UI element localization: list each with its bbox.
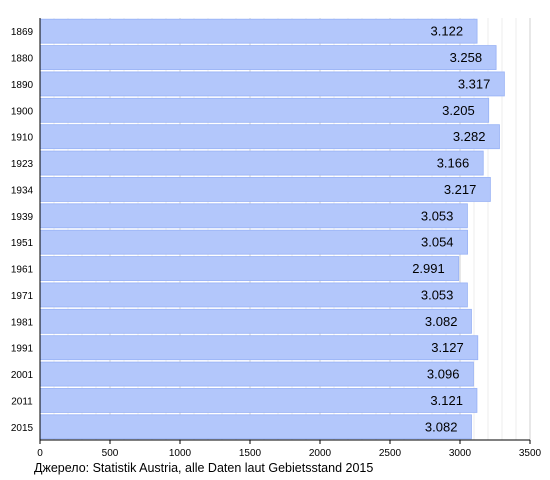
- bar-1939: [39, 203, 468, 229]
- data-label-1951: 3.054: [421, 235, 454, 250]
- bar-1981: [39, 308, 472, 334]
- bar-2011: [39, 388, 478, 413]
- y-tick-label-2001: 2001: [11, 370, 34, 381]
- y-tick-label-1951: 1951: [11, 238, 34, 249]
- x-tick-label-1000: 1000: [169, 448, 192, 459]
- y-tick-label-1991: 1991: [11, 344, 34, 355]
- y-tick-label-2015: 2015: [11, 423, 34, 434]
- x-tick-label-2500: 2500: [379, 448, 402, 459]
- x-tick-label-2000: 2000: [309, 448, 332, 459]
- y-tick-label-1939: 1939: [11, 212, 34, 223]
- x-tick-label-3500: 3500: [519, 448, 542, 459]
- data-label-1910: 3.282: [453, 129, 486, 144]
- bar-1934: [39, 177, 491, 202]
- data-label-1971: 3.053: [421, 287, 454, 302]
- bar-1951: [39, 229, 468, 255]
- bar-1971: [39, 282, 468, 308]
- y-tick-label-1971: 1971: [11, 291, 34, 302]
- x-tick-label-3000: 3000: [449, 448, 472, 459]
- data-label-1961: 2.991: [412, 261, 445, 276]
- bar-1991: [39, 335, 479, 361]
- bar-1961: [39, 256, 460, 281]
- data-label-1923: 3.166: [437, 156, 470, 171]
- source-note: Джерело: Statistik Austria, alle Daten l…: [34, 461, 374, 475]
- y-tick-label-1910: 1910: [11, 133, 34, 144]
- data-label-1934: 3.217: [444, 182, 477, 197]
- bar-1890: [39, 71, 505, 97]
- bar-2015: [39, 414, 472, 440]
- bar-1900: [39, 97, 490, 123]
- data-label-1880: 3.258: [450, 50, 483, 65]
- y-tick-label-1880: 1880: [11, 54, 34, 65]
- data-label-2001: 3.096: [427, 367, 460, 382]
- y-tick-label-1934: 1934: [11, 185, 34, 196]
- y-tick-label-1869: 1869: [11, 27, 34, 38]
- data-label-2011: 3.121: [430, 393, 463, 408]
- data-label-1991: 3.127: [431, 340, 464, 355]
- data-label-1869: 3.122: [431, 24, 464, 39]
- y-tick-label-1890: 1890: [11, 80, 34, 91]
- data-label-1890: 3.317: [458, 76, 491, 91]
- x-tick-label-0: 0: [37, 448, 43, 459]
- bar-2001: [39, 361, 474, 387]
- y-tick-label-1961: 1961: [11, 265, 34, 276]
- data-label-2015: 3.082: [425, 419, 458, 434]
- x-tick-label-500: 500: [102, 448, 119, 459]
- bar-1910: [39, 124, 500, 150]
- y-tick-label-2011: 2011: [11, 396, 33, 407]
- y-tick-label-1923: 1923: [11, 159, 34, 170]
- x-tick-label-1500: 1500: [239, 448, 262, 459]
- bar-1923: [39, 150, 484, 176]
- bar-1880: [39, 45, 497, 70]
- data-label-1900: 3.205: [442, 103, 475, 118]
- data-label-1981: 3.082: [425, 314, 458, 329]
- y-tick-label-1981: 1981: [11, 317, 34, 328]
- bar-1869: [39, 18, 478, 44]
- data-label-1939: 3.053: [421, 208, 454, 223]
- y-tick-label-1900: 1900: [11, 106, 34, 117]
